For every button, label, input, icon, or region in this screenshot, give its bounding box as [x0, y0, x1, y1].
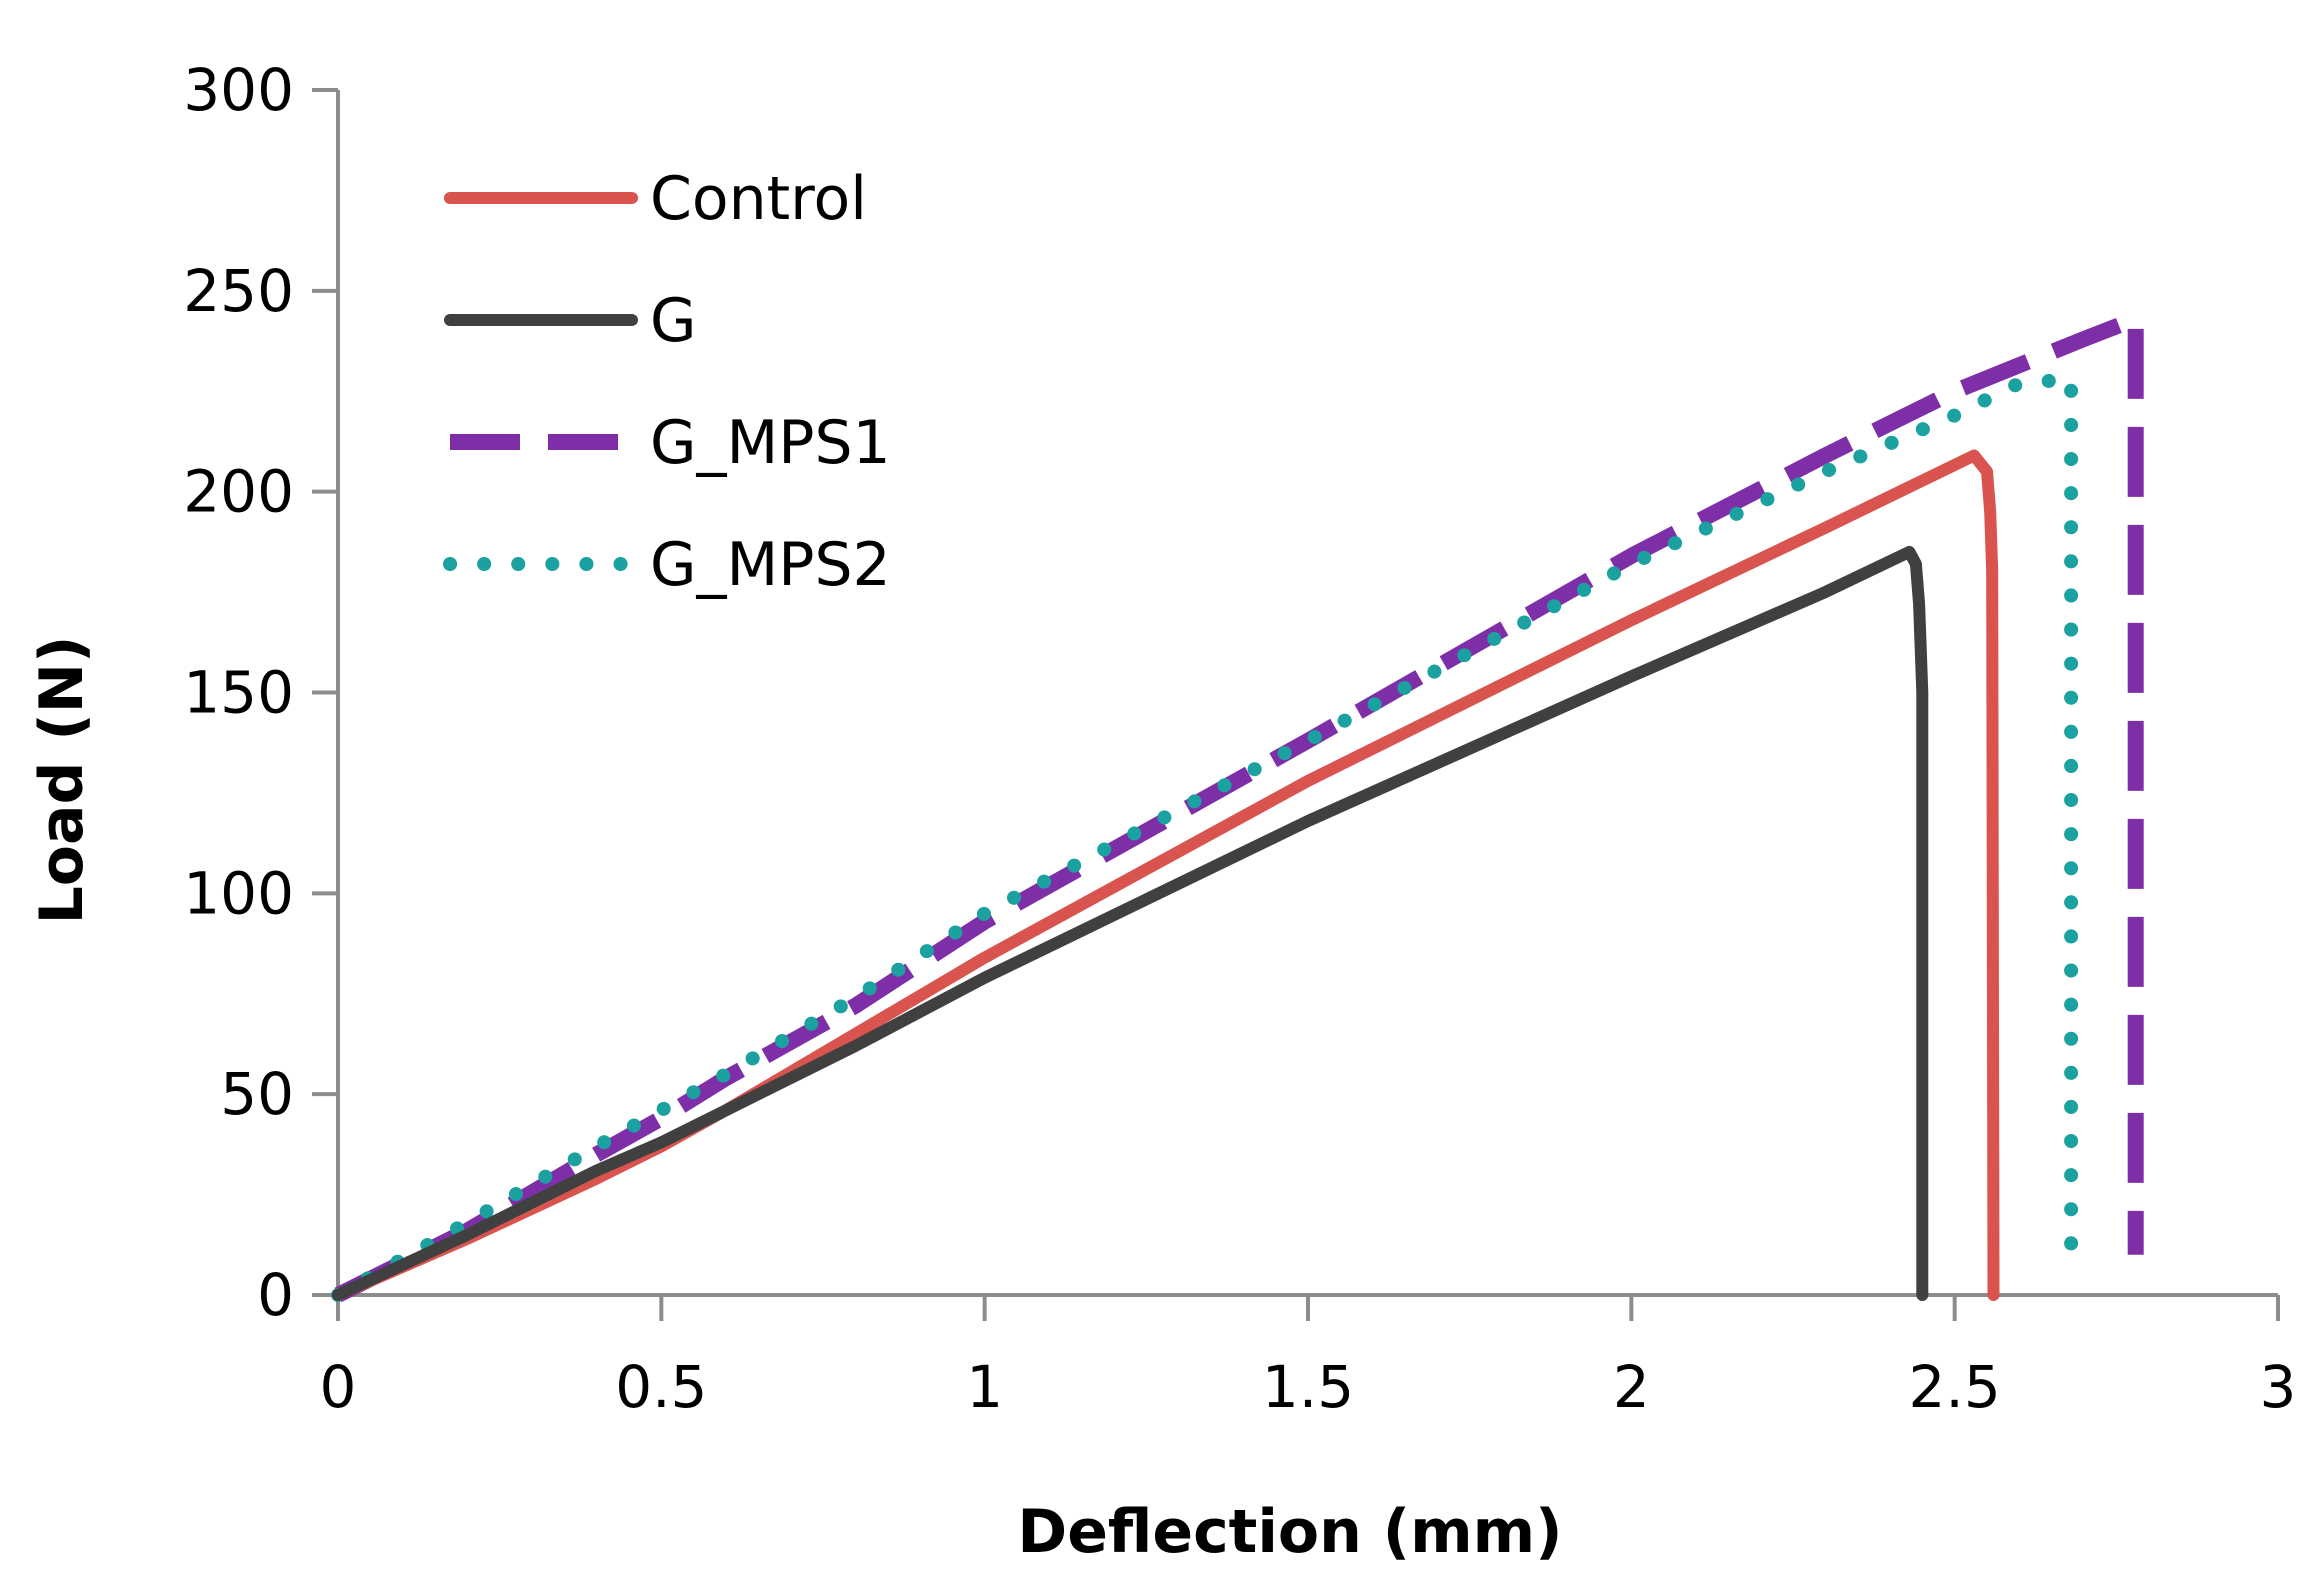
y-tick-label: 150: [183, 659, 294, 727]
legend: Control G G_MPS1 G_MPS2: [443, 164, 891, 600]
y-axis-title: Load (N): [27, 636, 97, 925]
axes: 0 50 100 150 200 250 300 0 0.5 1 1.5 2 2.5 3: [183, 56, 2296, 1421]
x-tick-label: 1.5: [1262, 1353, 1354, 1421]
legend-label-control: Control: [650, 164, 867, 234]
y-tick-label: 100: [183, 859, 294, 927]
series-line-control: [332, 449, 2000, 1301]
series-line-g: [332, 545, 1929, 1301]
y-tick-label: 300: [183, 56, 294, 124]
y-tick-label: 50: [220, 1060, 294, 1128]
series-layer: [331, 310, 2144, 1303]
y-tick-label: 0: [257, 1261, 294, 1329]
x-tick-label: 0: [320, 1353, 357, 1421]
series-line-g-mps1: [334, 310, 2144, 1303]
legend-label-g-mps1: G_MPS1: [650, 408, 891, 478]
x-tick-label: 3: [2260, 1353, 2297, 1421]
y-tick-label: 200: [183, 458, 294, 526]
x-axis-title: Deflection (mm): [1017, 1497, 1562, 1567]
legend-label-g: G: [650, 286, 697, 356]
x-tick-label: 2: [1613, 1353, 1650, 1421]
x-tick-label: 0.5: [615, 1353, 707, 1421]
y-tick-label: 250: [183, 257, 294, 325]
legend-label-g-mps2: G_MPS2: [650, 530, 891, 600]
x-tick-label: 2.5: [1909, 1353, 2001, 1421]
series-line-g-mps2: [331, 372, 2079, 1302]
x-tick-label: 1: [966, 1353, 1003, 1421]
